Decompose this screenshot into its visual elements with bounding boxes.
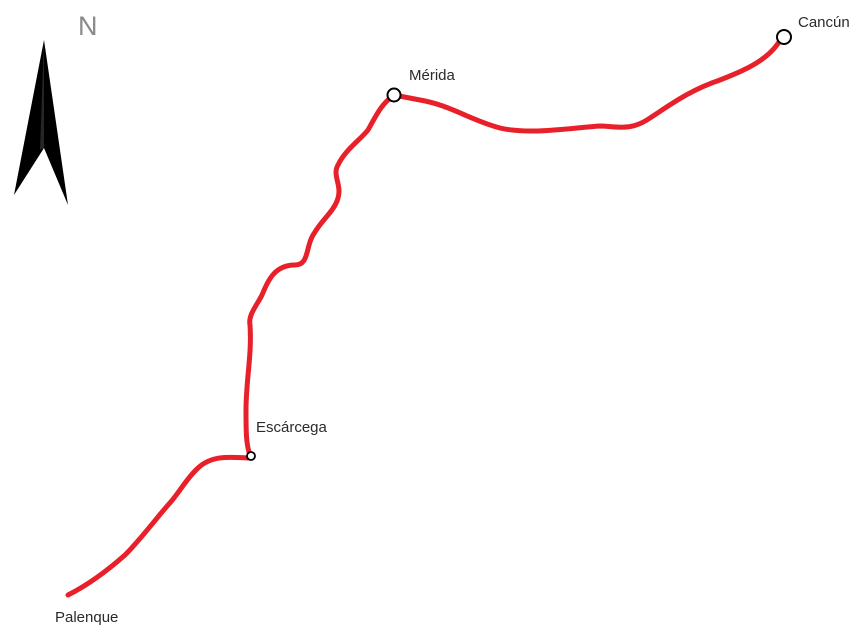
city-marker-escarcega — [246, 451, 256, 461]
city-label-escarcega: Escárcega — [256, 419, 328, 436]
city-label-palenque: Palenque — [55, 609, 118, 626]
city-marker-merida — [386, 87, 402, 103]
city-label-cancun: Cancún — [798, 14, 850, 31]
city-label-merida: Mérida — [409, 67, 456, 84]
city-marker-cancun — [776, 29, 792, 45]
north-arrow-icon — [14, 40, 68, 205]
north-label: N — [78, 11, 98, 41]
route-line — [65, 34, 785, 598]
